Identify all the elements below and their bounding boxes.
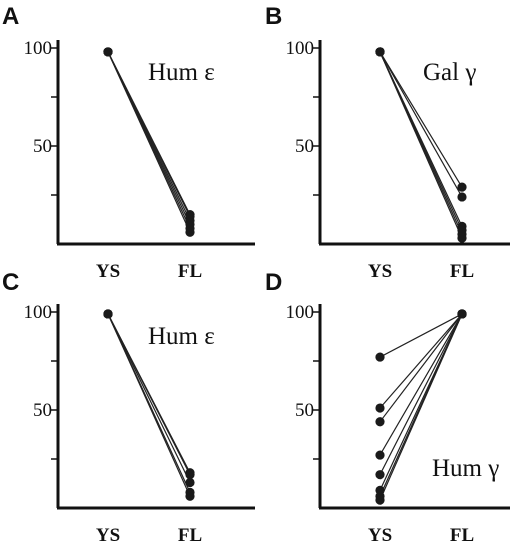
series-line [379,51,463,239]
panel-label: Gal γ [423,59,476,86]
y-tick-label: 100 [286,302,315,323]
panel-label: Hum γ [432,455,499,482]
data-point [185,470,195,480]
series-line [107,313,191,483]
x-tick-label: FL [178,261,202,282]
x-tick-label: FL [450,525,474,546]
data-point [185,210,195,220]
data-point [457,192,467,202]
series-line [379,313,463,358]
panel-label: Hum ε [148,323,215,350]
data-point [457,309,467,319]
x-tick-label: FL [450,261,474,282]
panel-letter: D [265,269,282,296]
y-tick-label: 50 [295,136,314,157]
panel-label: Hum ε [148,59,215,86]
data-point [103,309,113,319]
data-point [375,403,385,413]
data-point [375,352,385,362]
data-point [375,417,385,427]
series-line [379,313,463,423]
data-point [375,470,385,480]
series-line [379,313,463,475]
panel-b: B 50 100 YS FL Gal γ [265,3,510,282]
x-tick-label: YS [96,525,120,546]
y-tick-label: 50 [33,136,52,157]
panel-d: D 50 100 YS FL Hum γ [265,269,510,546]
panel-c: C 50 100 YS FL Hum ε [2,269,255,546]
panel-letter: A [2,3,19,30]
y-tick-label: 100 [24,38,53,59]
series-line [379,313,463,456]
data-point [375,47,385,57]
x-tick-label: YS [368,525,392,546]
panel-a: A 50 100 YS FL Hum ε [2,3,255,282]
y-tick-label: 50 [33,400,52,421]
series-line [379,313,463,501]
series-line [107,313,191,497]
data-point [457,233,467,243]
series-line [379,51,463,198]
data-point [375,495,385,505]
panel-letter: C [2,269,19,296]
panel-letter: B [265,3,282,30]
x-tick-label: YS [96,261,120,282]
data-point [457,182,467,192]
y-tick-label: 100 [286,38,315,59]
x-tick-label: YS [368,261,392,282]
data-point [103,47,113,57]
y-tick-label: 50 [295,400,314,421]
data-point [375,450,385,460]
data-point [185,477,195,488]
series-line [107,51,191,215]
series-line [379,313,463,409]
x-tick-label: FL [178,525,202,546]
y-tick-label: 100 [24,302,53,323]
data-point [185,491,195,501]
series-line [379,51,463,188]
